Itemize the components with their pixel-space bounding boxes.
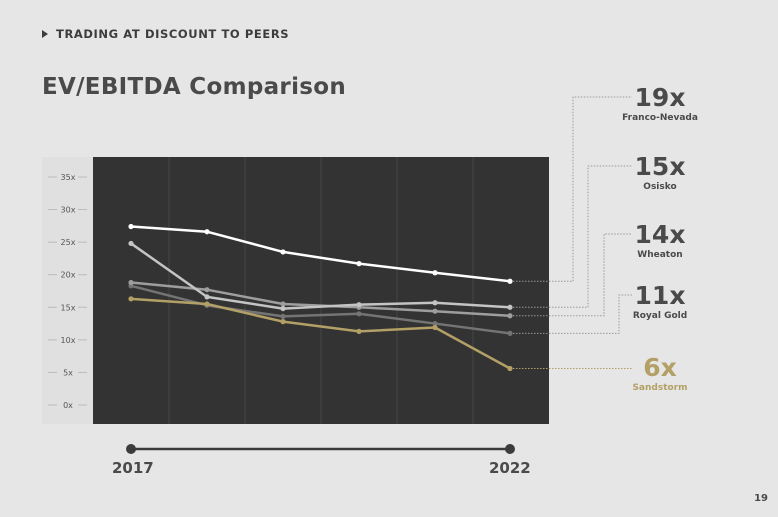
callout-value: 15x (634, 152, 686, 181)
data-point (507, 330, 513, 336)
data-point (128, 296, 134, 302)
data-point (356, 302, 362, 308)
data-point (280, 319, 286, 325)
data-point (432, 320, 438, 327)
y-tick-label: 5x (63, 368, 73, 377)
data-point (356, 261, 362, 267)
triangle-icon (42, 30, 48, 38)
callout-sandstorm: 6x Sandstorm (605, 353, 715, 394)
data-point (432, 300, 438, 306)
data-point (204, 229, 210, 235)
data-point (432, 270, 438, 276)
data-point (432, 324, 438, 331)
leader-line-osisko (510, 165, 632, 308)
page-title: EV/EBITDA Comparison (42, 74, 347, 100)
callout-franco-nevada: 19x Franco-Nevada (605, 83, 715, 124)
y-tick-label: 10x (61, 336, 76, 345)
data-point (280, 249, 286, 255)
series-line-franco-nevada (130, 225, 511, 283)
data-point (356, 311, 362, 317)
data-point (128, 240, 134, 247)
callout-royal-gold: 11x Royal Gold (605, 281, 715, 322)
callout-value: 11x (634, 281, 686, 310)
y-tick-label: 25x (61, 238, 76, 247)
leader-line-wheaton (510, 233, 632, 317)
timeline-start-year: 2017 (112, 459, 154, 477)
data-point (204, 301, 210, 307)
data-point (507, 278, 513, 284)
series-line-osisko (130, 242, 511, 310)
data-point (204, 294, 210, 300)
data-point (507, 304, 513, 310)
callout-name: Franco-Nevada (622, 113, 698, 123)
callout-name: Osisko (643, 182, 677, 192)
series-line-sandstorm (130, 297, 511, 370)
timeline-end-handle (505, 444, 515, 454)
data-point (280, 301, 286, 307)
data-point (432, 308, 438, 314)
y-tick-label: 20x (61, 271, 76, 280)
callout-name: Wheaton (637, 250, 683, 260)
y-tick-label: 35x (61, 173, 76, 182)
callout-value: 6x (643, 353, 677, 382)
leader-line-royal-gold (510, 294, 632, 334)
y-tick-label: 30x (61, 206, 76, 215)
callout-wheaton: 14x Wheaton (605, 220, 715, 261)
timeline-start-handle (126, 444, 136, 454)
leader-line-franco-nevada (510, 96, 632, 282)
data-point (507, 365, 513, 372)
data-point (507, 313, 513, 319)
y-tick-label: 0x (63, 401, 73, 410)
callout-name: Sandstorm (632, 383, 688, 393)
callout-name: Royal Gold (632, 311, 688, 321)
y-axis-panel (42, 157, 93, 424)
section-kicker: TRADING AT DISCOUNT TO PEERS (42, 27, 289, 41)
callout-value: 19x (634, 83, 686, 112)
data-point (128, 279, 134, 286)
timeline-end-year: 2022 (489, 459, 531, 477)
callout-value: 14x (634, 220, 686, 249)
data-point (356, 328, 362, 334)
y-tick-label: 15x (61, 303, 76, 312)
data-point (280, 305, 286, 312)
data-point (280, 313, 286, 320)
data-point (204, 287, 210, 293)
kicker-text: TRADING AT DISCOUNT TO PEERS (56, 27, 290, 41)
page-number: 19 (754, 493, 768, 504)
data-point (128, 223, 134, 230)
callout-osisko: 15x Osisko (605, 152, 715, 193)
